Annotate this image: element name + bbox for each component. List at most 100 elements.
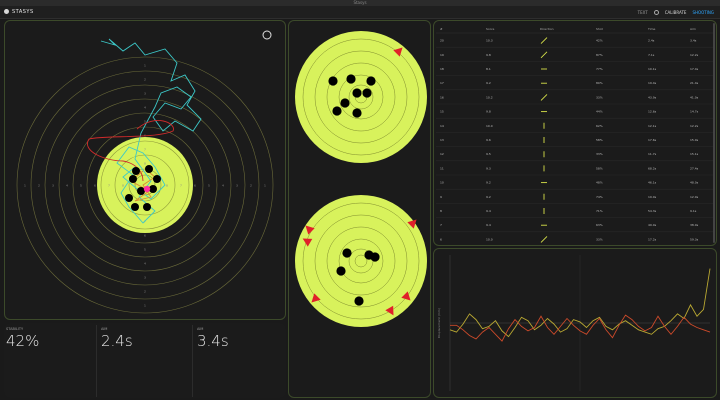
table-cell: 17.6s	[648, 138, 657, 142]
table-header-cell[interactable]: #	[440, 27, 443, 31]
ring-number-label: 1	[24, 184, 26, 188]
shot-hole	[129, 175, 137, 183]
shot-hole	[332, 106, 342, 116]
table-cell: 12.1s	[648, 124, 657, 128]
target-ring	[44, 84, 246, 286]
table-cell: 74%	[596, 195, 603, 199]
table-cell: 59.3s	[690, 237, 699, 241]
table-header-cell[interactable]: Aim	[690, 27, 696, 31]
shot-table-panel: # Score Direction Shot Time Aim 20 10.3 / 42% 2.4s…	[433, 20, 717, 246]
table-cell: 87%	[596, 53, 603, 57]
record-indicator-icon[interactable]	[262, 30, 272, 40]
table-cell: 27.4s	[690, 166, 699, 170]
table-cell: 15.1s	[690, 152, 699, 156]
stat-label-aim-total: AIM	[197, 327, 204, 331]
table-cell: 18	[440, 67, 444, 71]
stat-value-aim: 2.4s	[101, 332, 133, 350]
target-center-ring	[354, 254, 368, 268]
stats-panel: STABILITY 42% AIM 2.4s AIM 3.4s	[4, 323, 286, 398]
table-cell: 48.0s	[690, 181, 699, 185]
ring-number-label: 5	[144, 120, 146, 124]
shot-hole	[132, 167, 140, 175]
target-ring	[302, 202, 420, 320]
ring-number-label: 1	[144, 304, 146, 308]
table-header-cell[interactable]: Shot	[596, 27, 604, 31]
table-cell: 54.3s	[648, 209, 657, 213]
ring-number-label: 8	[166, 184, 168, 188]
y-axis-label: Displacement (mm)	[437, 308, 441, 338]
header-text-button[interactable]: TEXT	[637, 9, 648, 15]
table-cell: 9.2	[486, 195, 491, 199]
table-scrollbar[interactable]	[713, 23, 715, 243]
ring-number-label: 4	[144, 262, 146, 266]
out-of-view-marker-icon	[311, 293, 321, 303]
table-cell: 9.8	[486, 53, 491, 57]
table-cell: 33%	[596, 95, 603, 99]
target-ring	[348, 84, 374, 110]
table-cell: 19	[440, 53, 444, 57]
stasys-logo-icon	[4, 9, 9, 14]
ring-number-label: 4	[222, 184, 224, 188]
out-of-view-marker-icon	[407, 219, 417, 229]
shot-hole	[153, 175, 161, 183]
ring-number-label: 5	[208, 184, 210, 188]
table-cell: 58%	[596, 138, 603, 142]
table-cell: 13	[440, 138, 444, 142]
table-header-cell[interactable]: Score	[486, 27, 495, 31]
shot-groups-panel	[288, 20, 431, 398]
table-cell: 48%	[596, 181, 603, 185]
table-cell: 62%	[596, 124, 603, 128]
table-header-cell[interactable]: Direction	[540, 27, 554, 31]
out-of-view-marker-icon	[393, 47, 403, 57]
direction-indicator-icon: /	[540, 51, 548, 59]
shot-hole	[346, 74, 356, 84]
table-cell: 68.2s	[648, 166, 657, 170]
stat-value-aim-total: 3.4s	[197, 332, 229, 350]
table-cell: 44%	[596, 110, 603, 114]
table-cell: 21.4s	[690, 81, 699, 85]
target-ring	[326, 226, 396, 296]
target-ring	[100, 140, 190, 230]
shot-hole	[342, 248, 352, 258]
ring-number-label: 2	[144, 290, 146, 294]
table-cell: 3.4s	[690, 39, 697, 43]
table-cell: 12.0s	[690, 195, 699, 199]
target-ring	[326, 62, 396, 132]
ring-number-label: 1	[144, 64, 146, 68]
stat-label-stability: STABILITY	[6, 327, 24, 331]
shot-hole	[352, 88, 362, 98]
shot-groups-svg	[295, 31, 427, 327]
app-brand: STASYS	[12, 9, 34, 15]
table-cell: 8.1	[486, 67, 491, 71]
settings-gear-icon[interactable]	[653, 9, 659, 15]
ring-number-label: 6	[94, 184, 96, 188]
target-ring	[338, 74, 384, 120]
table-cell: 12.2s	[690, 53, 699, 57]
table-cell: 14.7s	[690, 110, 699, 114]
stat-value-stability: 42%	[6, 332, 40, 350]
target-ring	[314, 50, 408, 144]
table-cell: 9.8	[486, 110, 491, 114]
calibrate-button[interactable]: CALIBRATE	[664, 9, 687, 15]
ring-number-label: 7	[108, 184, 110, 188]
shot-hole	[352, 108, 362, 118]
table-cell: 17	[440, 81, 444, 85]
table-cell: 16	[440, 95, 444, 99]
trace-target-panel: 11112222333344445555666677778888	[4, 20, 286, 320]
shot-hole	[366, 76, 376, 86]
target-ring	[58, 98, 232, 272]
target-ring	[86, 126, 204, 244]
trace-red	[86, 120, 174, 182]
direction-indicator-icon: /	[540, 94, 548, 101]
table-header-cell[interactable]: Time	[647, 27, 655, 31]
shot-hole	[328, 76, 338, 86]
ring-number-label: 2	[250, 184, 252, 188]
out-of-view-marker-icon	[401, 291, 411, 301]
ring-number-label: 2	[38, 184, 40, 188]
ring-number-label: 3	[144, 276, 146, 280]
stat-divider	[96, 325, 97, 397]
shooting-button[interactable]: SHOOTING	[692, 9, 714, 15]
trace-cyan	[100, 38, 202, 224]
table-cell: 9.4	[486, 209, 491, 213]
table-cell: 9.2	[486, 181, 491, 185]
